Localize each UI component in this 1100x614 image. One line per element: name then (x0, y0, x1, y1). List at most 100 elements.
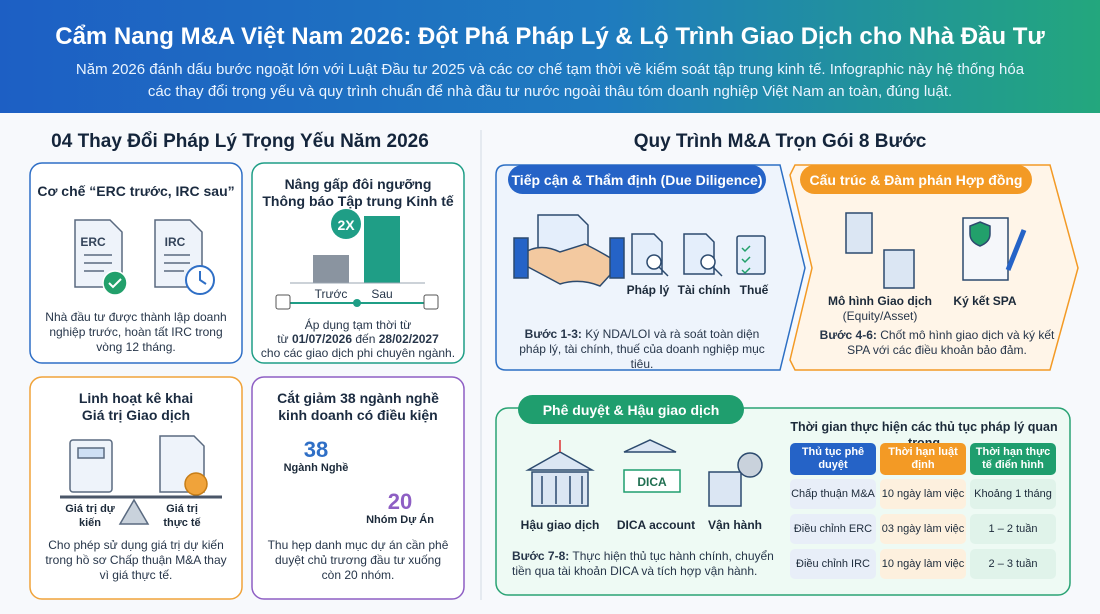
card-title: Nâng gấp đôi ngưỡng (284, 176, 432, 192)
shape (513, 243, 622, 287)
table-cell: 1 – 2 tuần (970, 514, 1056, 544)
shape (646, 254, 662, 270)
card-text: Cho phép sử dụng giá trị dự kiến trong h… (45, 538, 227, 582)
shape (623, 439, 677, 453)
card-title: Giá trị Giao dịch (81, 407, 191, 423)
table-cell: Chấp thuận M&A (790, 479, 876, 509)
shape (741, 245, 751, 275)
shape (737, 452, 763, 478)
card-title: kinh doanh có điều kiện (278, 407, 438, 423)
table-cell: 10 ngày làm việc (880, 479, 966, 509)
stage1-icons (513, 214, 766, 287)
shape (118, 498, 150, 525)
table-header: Thời hạn luật định (880, 443, 966, 475)
stat-label: Nhóm Dự Án (366, 514, 434, 526)
scale-label: Giá trị dự kiến (65, 503, 115, 529)
text: Ký NDA/LOI và rà soát toàn diện pháp lý,… (519, 327, 765, 371)
header-band (0, 0, 1100, 113)
stage-item: Hậu giao dịch (520, 518, 600, 532)
stage-text: Bước 1-3: Ký NDA/LOI và rà soát toàn diệ… (512, 327, 772, 372)
stage-text: Bước 4-6: Chốt mô hình giao dịch và ký k… (812, 328, 1062, 358)
stat-value: 20 (387, 489, 413, 514)
stage-item: Pháp lý (626, 283, 670, 297)
threshold-chart (275, 209, 439, 310)
stage-item: Ký kết SPA (953, 294, 1017, 308)
stage3-icons (525, 439, 763, 507)
shape (708, 471, 742, 507)
shape (969, 221, 991, 247)
subtitle: Năm 2026 đánh dấu bước ngoặt lớn với Luậ… (75, 61, 1025, 78)
shape (623, 469, 681, 493)
card-text: từ 01/07/2026 đến 28/02/2027 (252, 332, 464, 347)
shape (531, 471, 589, 507)
shape (658, 266, 669, 277)
bar-label: Sau (371, 287, 393, 301)
table-header: Thủ tục phê duyệt (790, 443, 876, 475)
stage-text: Bước 7-8: Thực hiện thủ tục hành chính, … (512, 549, 774, 579)
stage-item: Mô hình Giao dịch (828, 294, 932, 308)
card-title: Thông báo Tập trung Kinh tế (262, 193, 454, 209)
date: 01/07/2026 (291, 332, 352, 346)
shape (845, 212, 873, 254)
text: Thực hiện thủ tục hành chính, chuyển tiề… (512, 549, 774, 578)
card-frame (29, 162, 243, 364)
card-frame (251, 376, 465, 600)
shape (883, 249, 915, 289)
shape (275, 294, 291, 310)
date: 28/02/2027 (378, 332, 439, 346)
erc-doc-icon (74, 219, 215, 296)
text: từ (277, 332, 289, 346)
card-title: Linh hoạt kê khai (78, 390, 194, 406)
subtitle: các thay đổi trọng yếu và quy trình chuẩ… (147, 83, 953, 100)
shape (700, 254, 716, 270)
card-frame (251, 162, 465, 364)
card-text: Áp dụng tạm thời từ (304, 318, 412, 332)
stage-item: DICA account (616, 518, 696, 532)
step: Bước 1-3: (524, 327, 582, 341)
card-text: cho các giao dịch phi chuyên ngành. (260, 346, 456, 360)
doc-label: IRC (164, 235, 186, 249)
shape (736, 235, 766, 275)
shape (353, 299, 361, 307)
stage-item: Tài chính (677, 283, 731, 297)
stat-value: 38 (303, 437, 329, 462)
stage2-icons (845, 212, 1027, 289)
step: Bước 4-6: (819, 328, 877, 342)
shape (313, 255, 349, 283)
shape (525, 451, 595, 471)
shape (423, 294, 439, 310)
section-title: Quy Trình M&A Trọn Gói 8 Bước (633, 131, 927, 152)
card-text: Thu hẹp danh mục dự án cần phê duyệt chủ… (267, 538, 449, 582)
stat-label: Ngành Nghề (283, 462, 349, 474)
scale-icon (60, 435, 222, 525)
shape (1005, 229, 1027, 271)
shape (184, 472, 208, 496)
stage-pill (800, 165, 1032, 194)
table-cell: 03 ngày làm việc (880, 514, 966, 544)
section-title: 04 Thay Đổi Pháp Lý Trọng Yếu Năm 2026 (51, 131, 429, 152)
doc-label: ERC (80, 235, 106, 249)
table-cell: 2 – 3 tuần (970, 549, 1056, 579)
stage-item: Thuế (739, 283, 769, 297)
stage-header: Tiếp cận & Thẩm định (Due Diligence) (511, 172, 763, 188)
shape (712, 266, 723, 277)
card-text: Nhà đầu tư được thành lập doanh nghiệp t… (45, 310, 227, 354)
shape (77, 447, 105, 459)
shape (513, 237, 529, 279)
text: đến (355, 332, 376, 346)
stage-header: Phê duyệt & Hậu giao dịch (542, 402, 720, 418)
scale-label: Giá trị thực tế (163, 503, 201, 529)
table-header: Thời hạn thực tế điển hình (970, 443, 1056, 475)
title: Cẩm Nang M&A Việt Nam 2026: Đột Phá Pháp… (55, 23, 1045, 50)
shape (102, 270, 128, 296)
stage-item: Vận hành (707, 518, 762, 532)
step: Bước 7-8: (512, 549, 570, 563)
bar-label: Trước (314, 287, 348, 301)
table-cell: 10 ngày làm việc (880, 549, 966, 579)
card-frame (29, 376, 243, 600)
shape (364, 216, 400, 283)
table-cell: Điều chỉnh IRC (790, 549, 876, 579)
